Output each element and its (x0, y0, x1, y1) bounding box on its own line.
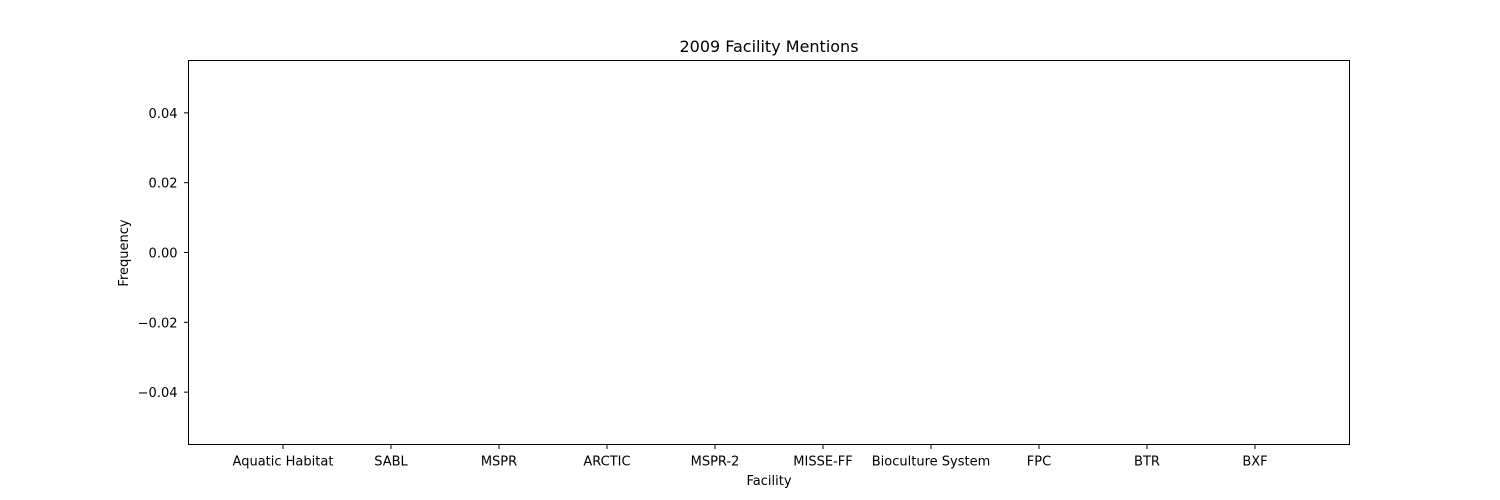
x-axis-label: Facility (746, 474, 791, 489)
x-tick-label: MSPR (481, 455, 517, 470)
x-axis-ticks: Aquatic Habitat SABL MSPR ARCTIC MSPR-2 MISSE… (233, 444, 1268, 470)
x-tick-label: ARCTIC (583, 455, 630, 470)
y-tick-label: 0.00 (149, 247, 178, 262)
y-tick-label: −0.02 (138, 316, 178, 331)
x-tick-label: Aquatic Habitat (233, 455, 334, 470)
x-tick-label: BTR (1134, 455, 1160, 470)
chart-title: 2009 Facility Mentions (679, 37, 858, 56)
x-tick-label: BXF (1242, 455, 1267, 470)
y-axis-ticks: 0.04 0.02 0.00 −0.02 −0.04 (138, 107, 189, 401)
x-tick-label: SABL (374, 455, 408, 470)
y-axis-label: Frequency (117, 219, 132, 286)
x-tick-label: MSPR-2 (691, 455, 740, 470)
y-tick-label: 0.02 (149, 177, 178, 192)
x-tick-label: Bioculture System (872, 455, 991, 470)
x-tick-label: FPC (1027, 455, 1051, 470)
y-tick-label: −0.04 (138, 386, 178, 401)
plot-area-frame (188, 60, 1350, 445)
x-tick-label: MISSE-FF (793, 455, 852, 470)
y-tick-label: 0.04 (149, 107, 178, 122)
